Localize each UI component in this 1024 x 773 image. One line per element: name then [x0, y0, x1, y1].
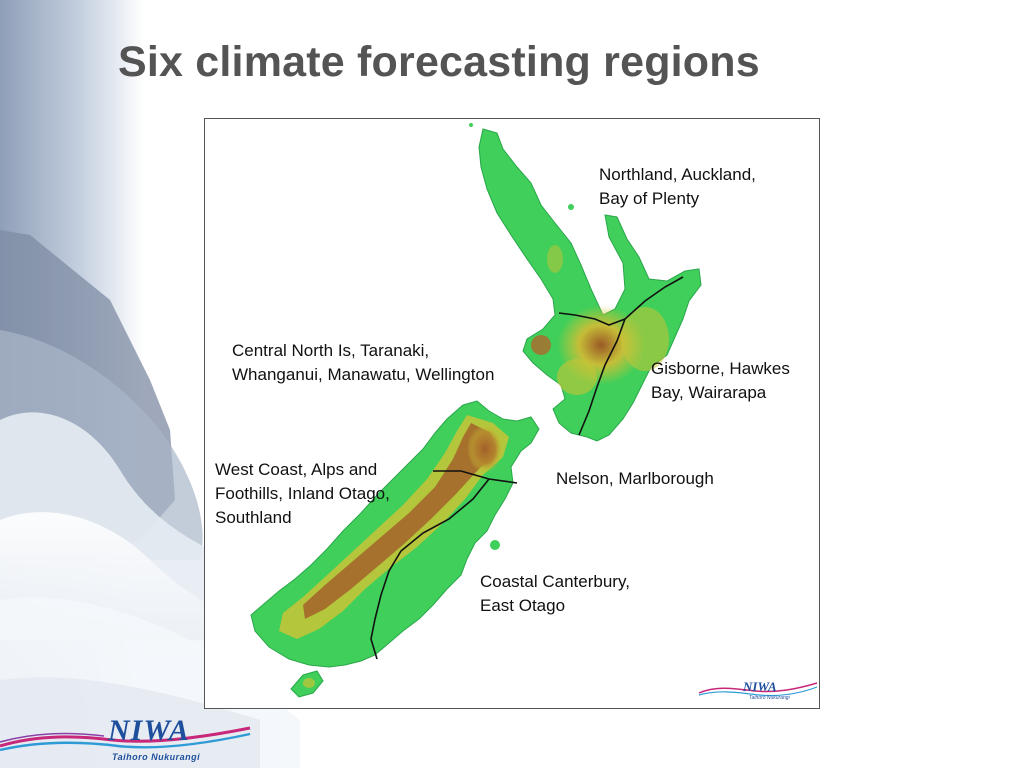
logo-text: NIWA	[108, 714, 190, 747]
region-label-canterbury: Coastal Canterbury, East Otago	[480, 572, 630, 615]
logo-swoosh-icon	[0, 726, 251, 752]
region-label-central-north: Central North Is, Taranaki, Whanganui, M…	[232, 341, 495, 384]
logo-subtitle: Taihoro Nukurangi	[112, 752, 201, 762]
boundary-line-north	[558, 276, 684, 326]
region-label-nelson: Nelson, Marlborough	[556, 469, 714, 488]
map-logo-swoosh-icon	[698, 682, 818, 697]
region-label-west-coast: West Coast, Alps and Foothills, Inland O…	[215, 460, 390, 527]
boundary-line-nelson	[433, 470, 518, 484]
boundary-line-ni-central	[578, 318, 626, 436]
new-zealand-map: NIWA Taihoro Nukurangi	[204, 118, 820, 709]
region-label-northland: Northland, Auckland, Bay of Plenty	[599, 165, 756, 208]
map-logo-text: NIWA	[743, 679, 777, 694]
slide-title: Six climate forecasting regions	[118, 38, 760, 86]
map-logo-subtitle: Taihoro Nukurangi	[749, 695, 790, 701]
region-label-gisborne: Gisborne, Hawkes Bay, Wairarapa	[651, 359, 790, 402]
niwa-logo: NIWA Taihoro Nukurangi	[0, 712, 260, 768]
map-niwa-logo: NIWA Taihoro Nukurangi	[697, 675, 819, 705]
boundary-line-west	[370, 478, 490, 660]
nz-relief-map	[250, 123, 702, 698]
